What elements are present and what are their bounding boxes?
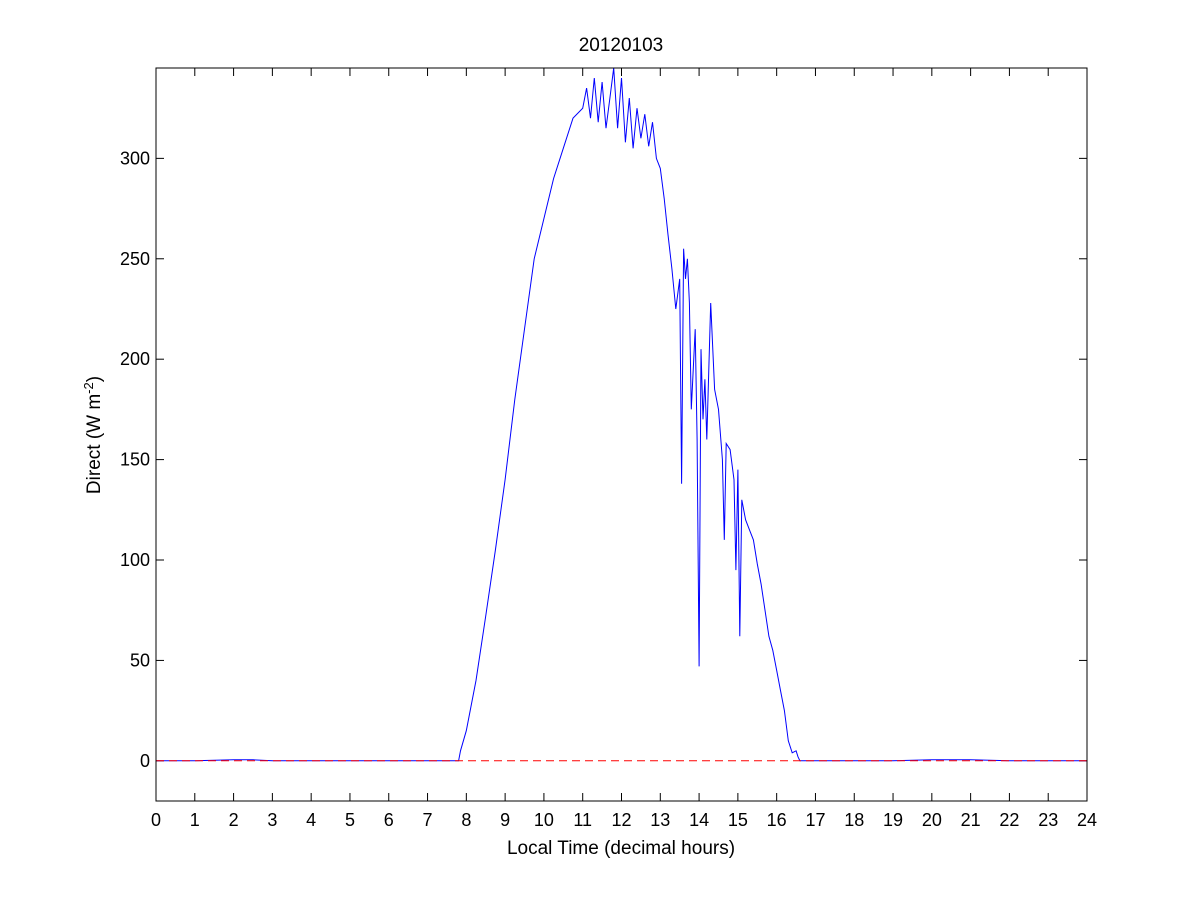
x-tick-label: 9 — [500, 810, 510, 830]
x-tick-label: 20 — [922, 810, 942, 830]
x-tick-label: 3 — [267, 810, 277, 830]
x-tick-label: 17 — [805, 810, 825, 830]
y-tick-label: 150 — [120, 450, 150, 470]
x-axis-label: Local Time (decimal hours) — [507, 838, 735, 859]
x-tick-label: 23 — [1038, 810, 1058, 830]
x-tick-label: 7 — [423, 810, 433, 830]
x-tick-label: 15 — [728, 810, 748, 830]
x-tick-label: 22 — [999, 810, 1019, 830]
x-tick-label: 5 — [345, 810, 355, 830]
direct-irradiance-line — [156, 67, 1087, 762]
x-tick-label: 8 — [461, 810, 471, 830]
chart-title: 20120103 — [579, 35, 664, 56]
y-tick-label: 100 — [120, 550, 150, 570]
y-tick-label: 50 — [130, 650, 150, 670]
x-tick-label: 11 — [573, 810, 592, 830]
x-tick-label: 10 — [534, 810, 554, 830]
x-tick-labels: 0 1 2 3 4 5 6 7 8 9 10 11 12 13 14 15 16 17 18 19 20 21 22 23 24 — [151, 810, 1097, 830]
y-axis-label: Direct (W m-2) — [81, 376, 106, 494]
x-tick-label: 21 — [961, 810, 981, 830]
y-tick-label: 250 — [120, 249, 150, 269]
x-tick-label: 19 — [883, 810, 903, 830]
y-tick-labels: 0 50 100 150 200 250 300 — [120, 148, 150, 770]
series-layer — [156, 67, 1087, 762]
x-tick-label: 12 — [611, 810, 631, 830]
x-tick-label: 16 — [767, 810, 787, 830]
x-tick-label: 6 — [384, 810, 394, 830]
x-tick-label: 0 — [151, 810, 161, 830]
tick-marks — [155, 68, 1088, 801]
x-tick-label: 24 — [1077, 810, 1097, 830]
plot-area-frame — [155, 67, 1088, 802]
x-tick-label: 14 — [689, 810, 709, 830]
y-axis-label-superscript: -2 — [81, 382, 96, 394]
y-tick-label: 0 — [140, 751, 150, 771]
y-tick-label: 200 — [120, 349, 150, 369]
y-axis-label-main: Direct (W m — [84, 394, 105, 494]
x-tick-label: 2 — [229, 810, 239, 830]
x-tick-label: 13 — [650, 810, 670, 830]
x-tick-label: 1 — [190, 810, 200, 830]
x-tick-label: 18 — [844, 810, 864, 830]
y-tick-label: 300 — [120, 148, 150, 168]
x-tick-label: 4 — [306, 810, 316, 830]
y-axis-label-end: ) — [84, 376, 105, 382]
